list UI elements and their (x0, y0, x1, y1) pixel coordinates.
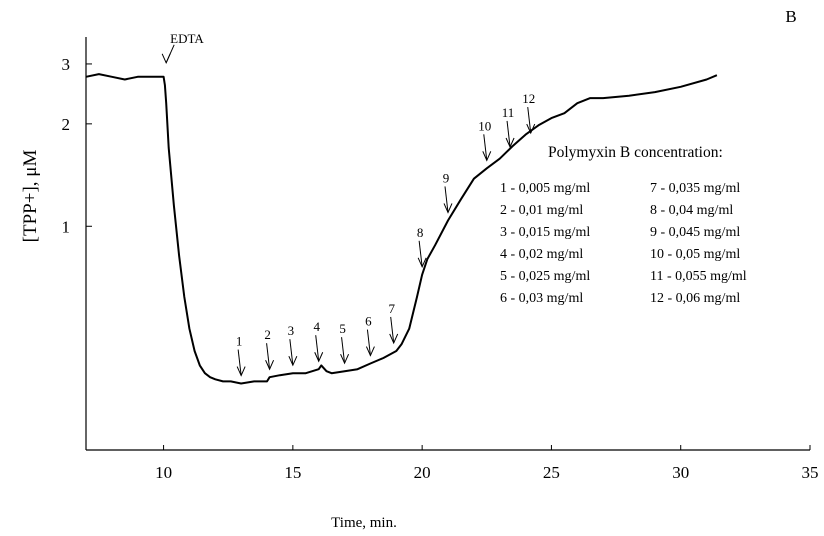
legend-item: 9 - 0,045 mg/ml (650, 225, 740, 240)
annotation-label: 7 (388, 301, 395, 316)
annotation-arrowhead (288, 355, 298, 367)
annotation-arrowhead (526, 123, 536, 135)
annotation-arrowhead (236, 366, 246, 377)
annotation-arrowhead (482, 151, 492, 162)
legend-item: 12 - 0,06 mg/ml (650, 291, 740, 306)
annotation-label: 2 (264, 327, 271, 342)
annotation-label: 8 (417, 225, 424, 240)
annotation-marker: 4 (313, 319, 324, 363)
annotation-marker: 1 (236, 334, 246, 377)
annotation-marker: 5 (339, 321, 350, 365)
annotation-marker: 8 (417, 225, 427, 269)
legend-item: 6 - 0,03 mg/ml (500, 291, 583, 306)
annotation-marker: EDTA (161, 31, 204, 65)
annotation-arrow (266, 343, 271, 370)
annotation-marker: 2 (264, 327, 275, 371)
annotation-arrow (237, 349, 242, 376)
legend-item: 7 - 0,035 mg/ml (650, 181, 740, 196)
y-tick-label: 2 (62, 115, 71, 134)
legend-item: 10 - 0,05 mg/ml (650, 247, 740, 262)
annotation-marker: 10 (478, 118, 492, 162)
annotation-label: 4 (313, 319, 320, 334)
x-tick-label: 20 (414, 463, 431, 482)
annotation-arrowhead (265, 360, 275, 371)
annotation-arrow (527, 107, 532, 134)
annotation-arrow (341, 337, 346, 364)
x-tick-label: 10 (155, 463, 172, 482)
annotation-label: 3 (288, 323, 295, 338)
annotation-arrow (366, 329, 371, 356)
annotation-arrowhead (161, 53, 171, 65)
y-tick-label: 3 (62, 55, 71, 74)
annotation-label: 6 (365, 314, 372, 329)
legend-item: 5 - 0,025 mg/ml (500, 269, 590, 284)
annotation-arrow (444, 186, 449, 213)
annotation-marker: 3 (288, 323, 298, 367)
annotation-arrowhead (340, 353, 350, 365)
annotation-arrow (289, 339, 294, 366)
legend-title: Polymyxin B concentration: (548, 144, 723, 161)
legend-item: 11 - 0,055 mg/ml (650, 269, 747, 284)
annotation-arrow (315, 335, 320, 362)
annotation-label: 10 (478, 118, 491, 133)
annotation-arrow (390, 316, 395, 344)
annotation-label: 5 (339, 321, 346, 336)
annotation-arrowhead (365, 346, 375, 357)
data-line (85, 73, 718, 385)
legend: Polymyxin B concentration: 1 - 0,005 mg/m… (500, 144, 747, 306)
annotation-arrow (506, 120, 511, 148)
legend-item: 4 - 0,02 mg/ml (500, 247, 583, 262)
annotation-arrowhead (443, 203, 453, 214)
annotation-marker: 11 (502, 105, 515, 149)
x-tick-label: 35 (802, 463, 819, 482)
annotation-marker: 6 (365, 314, 375, 357)
annotation-marker: 7 (388, 301, 399, 345)
annotation-arrow (418, 240, 423, 267)
annotation-label: 11 (502, 105, 515, 120)
x-tick-label: 15 (284, 463, 301, 482)
annotation-label: 1 (236, 334, 243, 349)
legend-item: 2 - 0,01 mg/ml (500, 203, 583, 218)
y-tick-label: 1 (62, 217, 71, 236)
legend-item: 1 - 0,005 mg/ml (500, 181, 590, 196)
annotation-arrow (483, 134, 488, 161)
x-tick-label: 25 (543, 463, 560, 482)
panel-label: B (785, 7, 796, 26)
annotation-arrowhead (417, 257, 427, 269)
annotation-marker: 12 (522, 91, 536, 135)
annotation-arrowhead (314, 352, 324, 363)
annotation-label: 12 (522, 91, 535, 106)
annotation-arrowhead (389, 333, 399, 345)
legend-item: 3 - 0,015 mg/ml (500, 225, 590, 240)
annotation-arrowhead (505, 137, 515, 149)
annotation-label: 9 (443, 170, 450, 185)
annotation-marker: 9 (443, 170, 453, 214)
legend-item: 8 - 0,04 mg/ml (650, 203, 733, 218)
series-layer (85, 73, 718, 385)
x-tick-label: 30 (672, 463, 689, 482)
x-axis-title: Time, min. (331, 515, 397, 531)
y-axis-title: [TPP+], μM (20, 150, 41, 243)
annotation-label: EDTA (170, 31, 204, 46)
